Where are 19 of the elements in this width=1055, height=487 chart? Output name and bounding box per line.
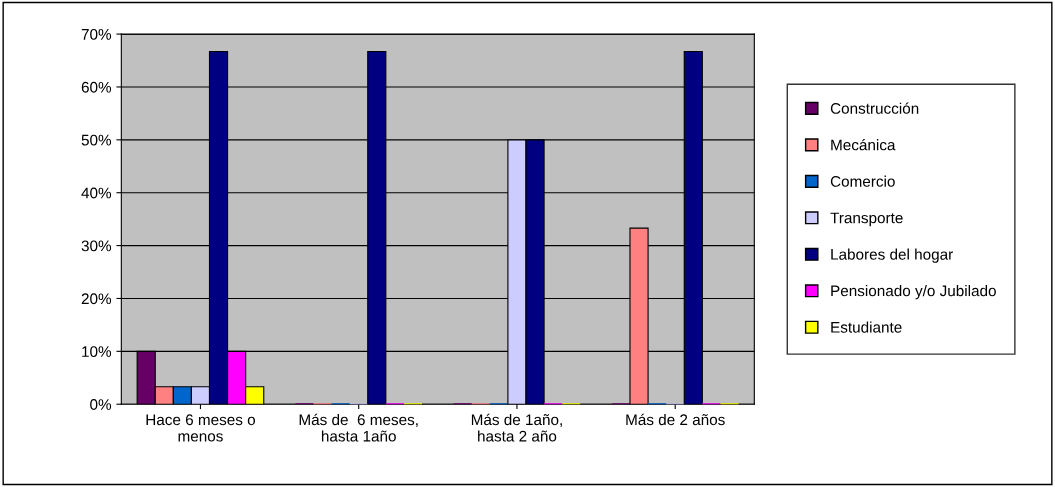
legend-label: Estudiante	[831, 321, 902, 333]
y-tick-label: 40%	[81, 187, 112, 199]
legend-label: Mecánica	[831, 138, 896, 151]
y-tick-label: 70%	[81, 28, 112, 40]
x-tick-label: Más de 1año, hasta 2 año	[471, 413, 562, 442]
legend-label: Labores del hogar	[831, 248, 953, 263]
x-tick-label: Más de 2 años	[626, 413, 725, 426]
y-tick-label: 30%	[81, 240, 112, 252]
legend-label: Pensionado y/o Jubilado	[831, 285, 996, 300]
y-tick-label: 50%	[81, 134, 112, 146]
y-tick-label: 10%	[82, 346, 112, 358]
y-tick-label: 0%	[90, 399, 112, 410]
x-tick-label: Más de 6 meses, hasta 1año	[299, 413, 418, 442]
legend-label: Comercio	[830, 175, 895, 187]
y-tick-label: 60%	[81, 81, 112, 93]
y-tick-label: 20%	[81, 293, 112, 305]
x-tick-label: Hace 6 meses o menos	[146, 414, 256, 442]
legend-label: Construcción	[830, 102, 919, 114]
legend-label: Transporte	[830, 212, 903, 227]
